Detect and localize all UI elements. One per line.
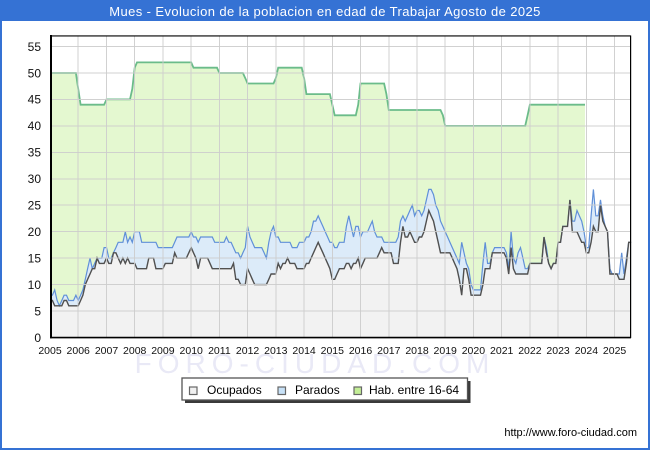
- svg-text:http://www.foro-ciudad.com: http://www.foro-ciudad.com: [504, 427, 637, 439]
- svg-text:2005: 2005: [38, 345, 62, 357]
- svg-text:50: 50: [28, 66, 42, 80]
- svg-text:2014: 2014: [292, 345, 316, 357]
- svg-text:2016: 2016: [349, 345, 373, 357]
- svg-text:Ocupados: Ocupados: [207, 383, 262, 397]
- svg-text:5: 5: [34, 304, 41, 318]
- svg-text:2024: 2024: [575, 345, 599, 357]
- svg-text:2008: 2008: [123, 345, 147, 357]
- svg-text:2012: 2012: [236, 345, 260, 357]
- svg-text:20: 20: [28, 225, 42, 239]
- svg-text:2019: 2019: [434, 345, 458, 357]
- svg-text:15: 15: [28, 251, 42, 265]
- svg-text:25: 25: [28, 199, 42, 213]
- svg-text:2021: 2021: [490, 345, 514, 357]
- svg-text:2015: 2015: [321, 345, 345, 357]
- svg-text:35: 35: [28, 146, 42, 160]
- svg-text:2022: 2022: [518, 345, 542, 357]
- svg-text:2013: 2013: [264, 345, 288, 357]
- svg-text:2017: 2017: [377, 345, 401, 357]
- svg-text:2020: 2020: [462, 345, 486, 357]
- svg-text:2018: 2018: [405, 345, 429, 357]
- svg-text:2007: 2007: [95, 345, 119, 357]
- svg-text:2025: 2025: [603, 345, 627, 357]
- svg-text:2006: 2006: [67, 345, 91, 357]
- svg-text:Hab. entre 16-64: Hab. entre 16-64: [369, 383, 459, 397]
- svg-text:2023: 2023: [546, 345, 570, 357]
- svg-text:FORO-CIUDAD.COM: FORO-CIUDAD.COM: [135, 348, 496, 379]
- svg-text:10: 10: [28, 278, 42, 292]
- svg-text:Mues - Evolucion de la poblaci: Mues - Evolucion de la poblacion en edad…: [109, 4, 541, 19]
- svg-text:45: 45: [28, 93, 42, 107]
- svg-text:2011: 2011: [208, 345, 231, 357]
- svg-text:Parados: Parados: [295, 383, 340, 397]
- svg-text:40: 40: [28, 119, 42, 133]
- svg-text:55: 55: [28, 40, 42, 54]
- svg-text:0: 0: [34, 331, 41, 345]
- svg-text:30: 30: [28, 172, 42, 186]
- svg-text:2010: 2010: [180, 345, 204, 357]
- svg-text:2009: 2009: [151, 345, 175, 357]
